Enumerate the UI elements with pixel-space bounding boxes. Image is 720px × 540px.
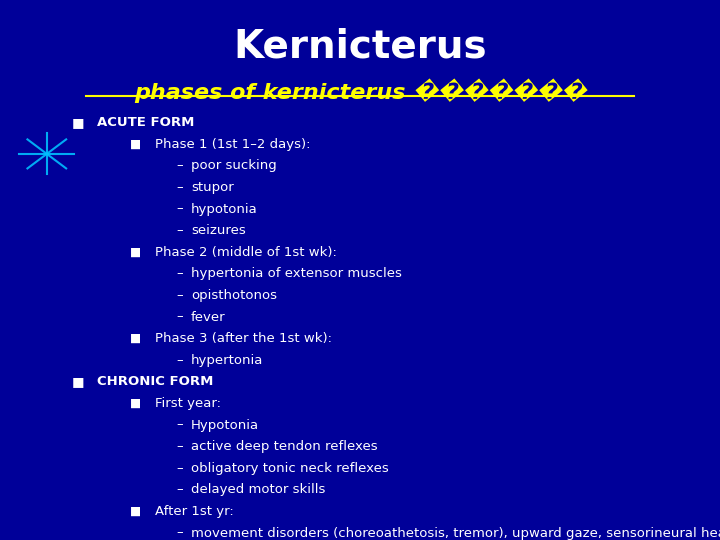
Text: phases of kernicterus �������: phases of kernicterus �������	[134, 78, 586, 103]
Text: After 1st yr:: After 1st yr:	[155, 505, 233, 518]
Text: ■: ■	[130, 138, 140, 151]
Text: hypertonia: hypertonia	[191, 354, 264, 367]
Text: hypertonia of extensor muscles: hypertonia of extensor muscles	[191, 267, 402, 280]
Text: poor sucking: poor sucking	[191, 159, 276, 172]
Text: –: –	[176, 159, 183, 172]
Text: hypotonia: hypotonia	[191, 202, 258, 215]
Text: movement disorders (choreoathetosis, tremor), upward gaze, sensorineural hearing: movement disorders (choreoathetosis, tre…	[191, 526, 720, 539]
Text: ■: ■	[130, 397, 140, 410]
Text: ■: ■	[72, 375, 84, 388]
Text: –: –	[176, 483, 183, 496]
Text: delayed motor skills: delayed motor skills	[191, 483, 325, 496]
Text: –: –	[176, 224, 183, 237]
Text: opisthotonos: opisthotonos	[191, 289, 276, 302]
Text: ■: ■	[130, 505, 140, 518]
Text: obligatory tonic neck reflexes: obligatory tonic neck reflexes	[191, 462, 389, 475]
Text: First year:: First year:	[155, 397, 221, 410]
Text: stupor: stupor	[191, 181, 233, 194]
Text: –: –	[176, 181, 183, 194]
Text: –: –	[176, 418, 183, 431]
Text: fever: fever	[191, 310, 225, 323]
Text: Phase 1 (1st 1–2 days):: Phase 1 (1st 1–2 days):	[155, 138, 310, 151]
Text: –: –	[176, 267, 183, 280]
Text: active deep tendon reflexes: active deep tendon reflexes	[191, 440, 377, 453]
Text: Phase 3 (after the 1st wk):: Phase 3 (after the 1st wk):	[155, 332, 332, 345]
Text: Hypotonia: Hypotonia	[191, 418, 259, 431]
Text: seizures: seizures	[191, 224, 246, 237]
Text: –: –	[176, 289, 183, 302]
Text: –: –	[176, 462, 183, 475]
Text: CHRONIC FORM: CHRONIC FORM	[97, 375, 214, 388]
Text: ■: ■	[130, 246, 140, 259]
Text: ■: ■	[130, 332, 140, 345]
Text: Kernicterus: Kernicterus	[233, 27, 487, 65]
Text: –: –	[176, 526, 183, 539]
Text: –: –	[176, 202, 183, 215]
Text: –: –	[176, 440, 183, 453]
Text: –: –	[176, 310, 183, 323]
Text: –: –	[176, 354, 183, 367]
Text: Phase 2 (middle of 1st wk):: Phase 2 (middle of 1st wk):	[155, 246, 337, 259]
Text: ■: ■	[72, 116, 84, 129]
Text: ACUTE FORM: ACUTE FORM	[97, 116, 194, 129]
